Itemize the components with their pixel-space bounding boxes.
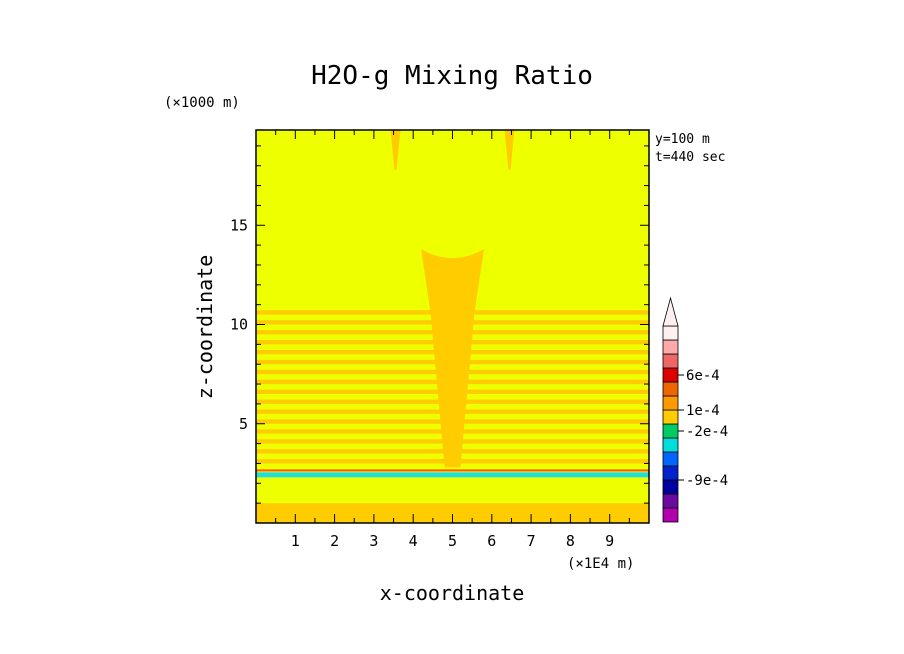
colorbar-label: -2e-4	[686, 424, 728, 440]
colorbar-swatch	[662, 339, 679, 355]
x-tick-label: 6	[487, 532, 496, 550]
x-tick-label: 7	[527, 532, 536, 550]
field-red-line	[256, 469, 649, 472]
chart-title: H2O-g Mixing Ratio	[311, 61, 593, 91]
colorbar-swatch	[662, 409, 679, 425]
field-plume	[421, 249, 484, 468]
colorbar-swatch	[662, 437, 679, 453]
y-axis: 5 10 15	[230, 145, 649, 504]
colorbar: 6e-4 1e-4 -2e-4 -9e-4	[662, 296, 728, 523]
y-tick-label: 10	[230, 316, 248, 334]
x-tick-label: 3	[369, 532, 378, 550]
y-tick-label: 5	[239, 415, 248, 433]
info-line-2: t=440 sec	[655, 150, 725, 165]
colorbar-swatch	[662, 381, 679, 397]
colorbar-swatch	[662, 479, 679, 495]
colorbar-swatch	[662, 493, 679, 509]
x-tick-label: 1	[291, 532, 300, 550]
y-axis-title: z-coordinate	[193, 255, 217, 400]
colorbar-swatch	[662, 451, 679, 467]
colorbar-label: -9e-4	[686, 473, 728, 489]
x-tick-label: 8	[566, 532, 575, 550]
field-cyan-band	[256, 472, 649, 478]
field-top-spike	[390, 130, 401, 170]
colorbar-swatch	[662, 423, 679, 439]
colorbar-label: 1e-4	[686, 403, 720, 419]
x-tick-label: 2	[330, 532, 339, 550]
x-unit-label: (×1E4 m)	[567, 556, 634, 572]
field-top-spike	[504, 130, 515, 170]
colorbar-arrow	[662, 296, 679, 327]
colorbar-swatch	[662, 325, 679, 341]
x-tick-label: 9	[605, 532, 614, 550]
info-line-1: y=100 m	[655, 132, 710, 147]
colorbar-swatch	[662, 353, 679, 369]
colorbar-swatch	[662, 395, 679, 411]
x-axis: 1 2 3 4 5 6 7 8 9	[275, 130, 630, 550]
y-tick-label: 15	[230, 216, 248, 234]
colorbar-label: 6e-4	[686, 368, 720, 384]
x-tick-label: 5	[448, 532, 457, 550]
colorbar-swatch	[662, 465, 679, 481]
x-tick-label: 4	[409, 532, 418, 550]
x-axis-title: x-coordinate	[380, 581, 525, 605]
colorbar-swatch	[662, 507, 679, 523]
colorbar-swatch	[662, 367, 679, 383]
y-unit-label: (×1000 m)	[164, 95, 240, 111]
plot-area	[255, 129, 650, 524]
